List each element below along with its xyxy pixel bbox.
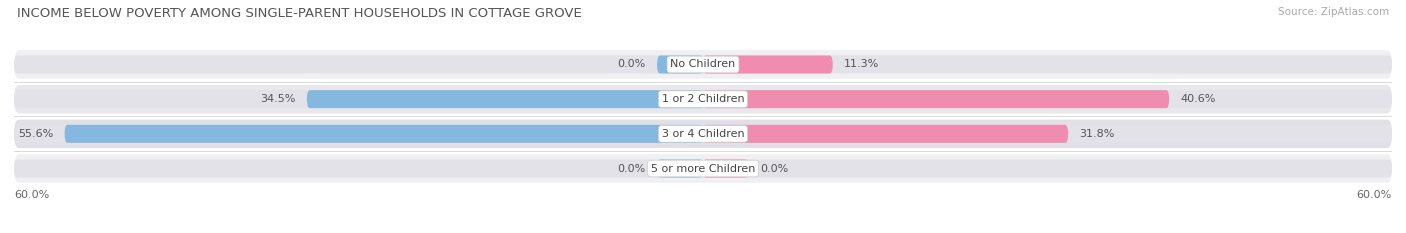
FancyBboxPatch shape [657, 160, 703, 178]
Text: 60.0%: 60.0% [14, 190, 49, 200]
FancyBboxPatch shape [65, 125, 703, 143]
FancyBboxPatch shape [14, 90, 1392, 108]
FancyBboxPatch shape [703, 55, 832, 73]
FancyBboxPatch shape [703, 125, 1069, 143]
FancyBboxPatch shape [14, 154, 1392, 183]
Text: 3 or 4 Children: 3 or 4 Children [662, 129, 744, 139]
FancyBboxPatch shape [657, 55, 703, 73]
Text: 0.0%: 0.0% [761, 164, 789, 174]
FancyBboxPatch shape [703, 160, 749, 178]
Text: 0.0%: 0.0% [617, 164, 645, 174]
Text: 11.3%: 11.3% [844, 59, 880, 69]
Text: 1 or 2 Children: 1 or 2 Children [662, 94, 744, 104]
FancyBboxPatch shape [14, 160, 1392, 178]
Text: 34.5%: 34.5% [260, 94, 295, 104]
Text: 0.0%: 0.0% [617, 59, 645, 69]
Text: Source: ZipAtlas.com: Source: ZipAtlas.com [1278, 7, 1389, 17]
Text: 55.6%: 55.6% [18, 129, 53, 139]
FancyBboxPatch shape [14, 55, 1392, 73]
FancyBboxPatch shape [307, 90, 703, 108]
Text: INCOME BELOW POVERTY AMONG SINGLE-PARENT HOUSEHOLDS IN COTTAGE GROVE: INCOME BELOW POVERTY AMONG SINGLE-PARENT… [17, 7, 582, 20]
Text: 5 or more Children: 5 or more Children [651, 164, 755, 174]
Text: 31.8%: 31.8% [1080, 129, 1115, 139]
Text: 40.6%: 40.6% [1181, 94, 1216, 104]
FancyBboxPatch shape [14, 125, 1392, 143]
FancyBboxPatch shape [14, 120, 1392, 148]
FancyBboxPatch shape [703, 90, 1170, 108]
Text: No Children: No Children [671, 59, 735, 69]
FancyBboxPatch shape [14, 50, 1392, 79]
FancyBboxPatch shape [14, 85, 1392, 113]
Text: 60.0%: 60.0% [1357, 190, 1392, 200]
